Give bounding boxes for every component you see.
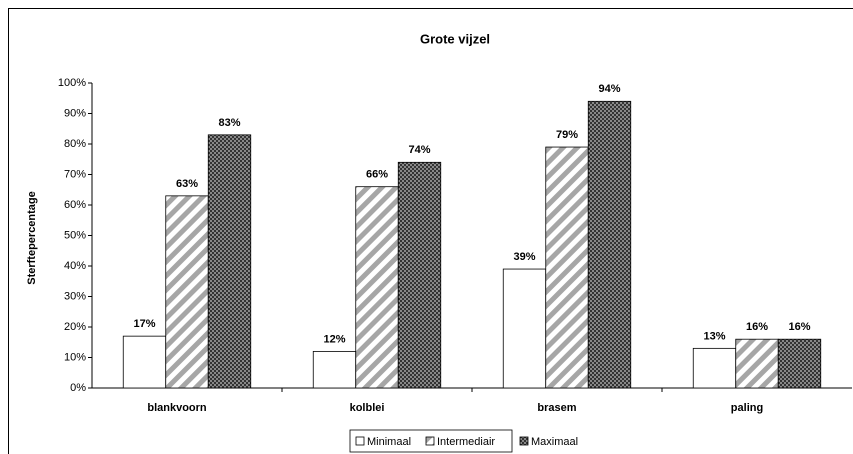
y-tick-label: 100% <box>58 77 86 89</box>
bar <box>165 195 209 389</box>
chart-frame <box>8 8 853 454</box>
bar <box>545 146 589 389</box>
bar <box>355 186 399 389</box>
bar <box>735 338 779 389</box>
value-label: 39% <box>513 251 535 263</box>
value-label: 63% <box>176 178 198 190</box>
x-tick-label: kolblei <box>350 402 385 414</box>
value-label: 16% <box>788 321 810 333</box>
legend-swatch <box>425 436 435 446</box>
chart-title: Grote vijzel <box>420 31 490 46</box>
x-tick-label: blankvoorn <box>147 402 207 414</box>
legend-label: Intermediair <box>437 436 495 448</box>
legend-swatch <box>519 436 529 446</box>
legend-swatch <box>355 436 365 446</box>
y-tick-label: 10% <box>64 351 86 363</box>
y-tick-label: 0% <box>70 382 86 394</box>
bar <box>397 161 442 389</box>
y-tick-label: 50% <box>64 229 86 241</box>
value-label: 83% <box>218 117 240 129</box>
y-tick-label: 90% <box>64 107 86 119</box>
x-tick-label: brasem <box>537 402 576 414</box>
value-label: 66% <box>366 169 388 181</box>
y-tick-label: 20% <box>64 321 86 333</box>
value-label: 94% <box>598 83 620 95</box>
value-label: 13% <box>703 330 725 342</box>
y-axis-label: Sterftepercentage <box>26 191 38 285</box>
y-tick-label: 30% <box>64 290 86 302</box>
bar <box>312 350 357 389</box>
bar <box>587 100 632 389</box>
value-label: 16% <box>746 321 768 333</box>
value-label: 79% <box>556 129 578 141</box>
bar <box>207 134 252 389</box>
bar <box>122 335 167 389</box>
y-tick-label: 70% <box>64 168 86 180</box>
bar <box>692 347 737 389</box>
y-tick-label: 60% <box>64 199 86 211</box>
y-tick-label: 80% <box>64 138 86 150</box>
value-label: 74% <box>408 144 430 156</box>
value-label: 12% <box>323 333 345 345</box>
value-label: 17% <box>133 318 155 330</box>
x-tick-label: paling <box>731 402 763 414</box>
legend-label: Maximaal <box>531 436 578 448</box>
y-tick-label: 40% <box>64 260 86 272</box>
bar <box>502 268 547 389</box>
legend-label: Minimaal <box>367 436 411 448</box>
bar <box>777 338 822 389</box>
